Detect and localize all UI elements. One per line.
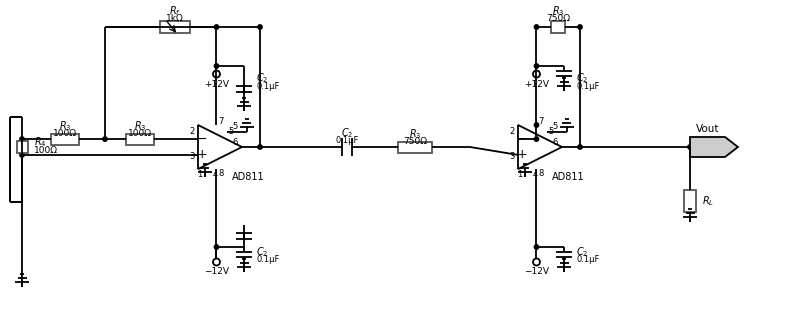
Text: 1: 1	[198, 169, 202, 178]
Text: 750Ω: 750Ω	[403, 137, 427, 146]
Text: 5: 5	[232, 122, 238, 131]
Text: 1: 1	[518, 169, 522, 178]
Text: +12V: +12V	[524, 80, 549, 89]
Circle shape	[20, 153, 24, 157]
Text: $C_2$: $C_2$	[577, 71, 589, 85]
Text: 8: 8	[538, 168, 544, 177]
Text: 0.1μF: 0.1μF	[257, 254, 280, 263]
Text: 5: 5	[549, 127, 554, 136]
Circle shape	[214, 245, 218, 249]
Text: Vout: Vout	[696, 124, 720, 134]
Text: 0.1μF: 0.1μF	[335, 136, 358, 145]
Text: 5: 5	[552, 122, 558, 131]
Circle shape	[578, 145, 582, 149]
Text: −12V: −12V	[524, 268, 549, 277]
Text: 2: 2	[190, 127, 195, 136]
Circle shape	[20, 137, 24, 141]
Text: 750Ω: 750Ω	[546, 14, 570, 23]
Text: 0.1μF: 0.1μF	[577, 254, 600, 263]
Bar	[551, 21, 565, 33]
Text: 100Ω: 100Ω	[34, 146, 58, 155]
Text: 3: 3	[510, 152, 515, 161]
Text: −: −	[197, 133, 207, 146]
Circle shape	[578, 25, 582, 29]
Text: $C_2$: $C_2$	[257, 71, 269, 85]
Circle shape	[258, 25, 262, 29]
Text: −12V: −12V	[204, 268, 229, 277]
Text: $R_3$: $R_3$	[409, 127, 422, 141]
Text: $R_4$: $R_4$	[34, 135, 46, 149]
Bar	[398, 141, 432, 153]
Bar	[17, 141, 27, 153]
Text: 7: 7	[538, 117, 544, 126]
Bar	[160, 21, 190, 33]
Bar	[126, 134, 154, 145]
Text: 4: 4	[212, 169, 218, 178]
Text: 2: 2	[510, 127, 515, 136]
Circle shape	[214, 64, 218, 68]
Circle shape	[688, 145, 692, 149]
Text: 1kΩ: 1kΩ	[166, 14, 184, 23]
Circle shape	[534, 123, 538, 127]
Text: 0.1μF: 0.1μF	[577, 81, 600, 90]
Text: 0.1μF: 0.1μF	[257, 81, 280, 90]
Text: $R_3$: $R_3$	[134, 119, 146, 133]
Text: $R_3$: $R_3$	[552, 4, 565, 18]
Text: $C_2$: $C_2$	[341, 126, 353, 140]
Text: +12V: +12V	[204, 80, 229, 89]
Text: $R_3$: $R_3$	[58, 119, 71, 133]
Text: 5: 5	[229, 127, 234, 136]
Text: AD811: AD811	[552, 172, 585, 182]
Polygon shape	[690, 137, 738, 157]
Text: 6: 6	[233, 137, 238, 147]
Text: −: −	[517, 133, 527, 146]
Text: 100Ω: 100Ω	[53, 128, 77, 137]
Circle shape	[534, 137, 538, 141]
Circle shape	[534, 25, 538, 29]
Text: 8: 8	[218, 168, 224, 177]
Circle shape	[214, 25, 218, 29]
Text: 4: 4	[532, 169, 538, 178]
Text: $C_2$: $C_2$	[577, 245, 589, 259]
Text: 7: 7	[218, 117, 224, 126]
Text: $C_2$: $C_2$	[257, 245, 269, 259]
Text: $R_f$: $R_f$	[169, 4, 181, 18]
Circle shape	[102, 137, 107, 141]
Text: +: +	[517, 148, 527, 161]
Text: AD811: AD811	[232, 172, 265, 182]
Text: 6: 6	[553, 137, 558, 147]
Text: 100Ω: 100Ω	[128, 128, 152, 137]
Bar	[684, 190, 696, 212]
Circle shape	[258, 145, 262, 149]
Bar	[51, 134, 79, 145]
Text: $R_L$: $R_L$	[702, 194, 714, 208]
Circle shape	[534, 64, 538, 68]
Circle shape	[534, 245, 538, 249]
Text: +: +	[197, 148, 207, 161]
Text: 3: 3	[190, 152, 195, 161]
